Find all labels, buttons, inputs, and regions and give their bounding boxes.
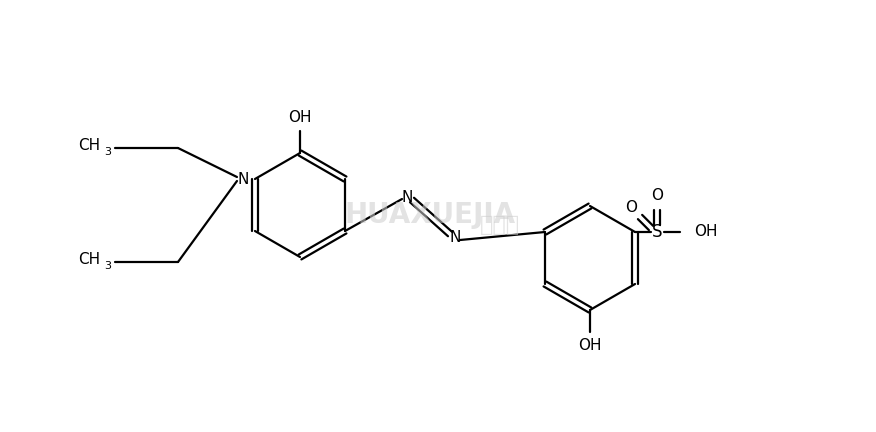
Text: S: S — [652, 223, 662, 241]
Text: HUAXUEJIA: HUAXUEJIA — [344, 201, 516, 229]
Text: O: O — [625, 200, 637, 216]
Text: N: N — [449, 229, 461, 245]
Text: 3: 3 — [104, 261, 111, 271]
Text: OH: OH — [288, 110, 312, 125]
Text: CH: CH — [78, 251, 100, 267]
Text: CH: CH — [78, 137, 100, 152]
Text: 化学加: 化学加 — [480, 215, 520, 235]
Text: 3: 3 — [104, 147, 111, 157]
Text: OH: OH — [694, 225, 717, 239]
Text: O: O — [651, 188, 663, 203]
Text: N: N — [401, 190, 413, 204]
Text: OH: OH — [578, 338, 602, 353]
Text: N: N — [237, 172, 249, 187]
